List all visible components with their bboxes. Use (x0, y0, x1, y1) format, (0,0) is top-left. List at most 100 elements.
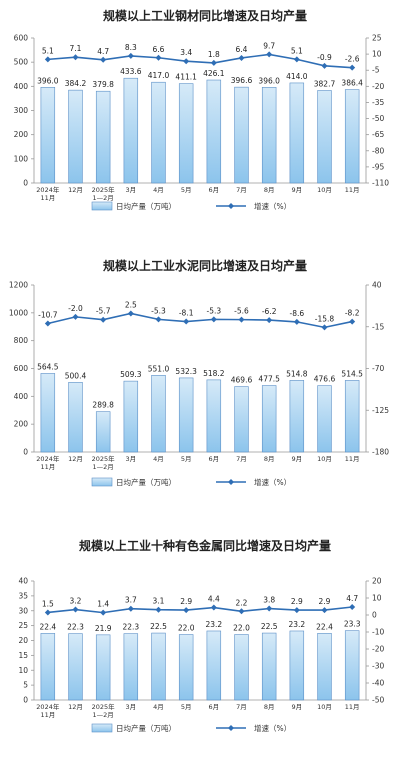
right-axis-tick-label: -80 (372, 146, 384, 155)
bar-7 (206, 79, 222, 184)
bar-4 (123, 633, 139, 701)
bar-6 (178, 634, 194, 701)
right-axis-tick-label: -10 (372, 628, 384, 637)
x-axis-tick-label: 7月 (236, 703, 247, 711)
growth-line (47, 606, 353, 614)
bar-value-label: 22.3 (67, 623, 84, 632)
growth-point-5 (155, 316, 162, 323)
bar-2 (68, 633, 83, 701)
x-axis-tick-label: 5月 (181, 186, 192, 194)
left-axis-tick-label: 0 (23, 448, 28, 457)
legend-bar-swatch (91, 723, 113, 733)
legend-line-label: 增速（%） (254, 477, 291, 487)
bar-value-label: 379.8 (92, 80, 114, 89)
growth-point-12 (349, 604, 356, 611)
left-axis-tick-label: 25 (18, 621, 28, 630)
growth-value-label: 3.2 (70, 597, 82, 606)
x-axis-tick-label: 9月 (292, 186, 303, 194)
bar-value-label: 22.5 (150, 622, 167, 631)
left-axis-tick-label: 100 (14, 154, 29, 163)
growth-value-label: 4.7 (346, 594, 358, 603)
bar-value-label: 514.8 (286, 369, 308, 378)
growth-value-label: 5.1 (42, 46, 54, 55)
x-axis-tick-label: 2025年 (92, 454, 116, 463)
x-axis-tick-label: 1—2月 (93, 711, 114, 719)
growth-point-3 (100, 56, 107, 63)
bar-6 (178, 83, 194, 184)
growth-point-11 (321, 607, 328, 614)
bar-1 (40, 87, 56, 184)
bar-value-label: 22.5 (261, 622, 278, 631)
right-axis-tick-label: -110 (372, 179, 389, 188)
growth-point-4 (127, 52, 134, 59)
bar-value-label: 476.6 (314, 375, 336, 384)
x-axis-tick-label: 9月 (292, 703, 303, 711)
bar-value-label: 23.2 (205, 620, 222, 629)
legend-line-marker (228, 479, 234, 485)
growth-point-11 (321, 324, 328, 331)
bar-10 (289, 630, 305, 701)
right-axis-tick-label: 25 (372, 34, 382, 43)
growth-value-label: 4.4 (208, 595, 220, 604)
bar-value-label: 22.0 (233, 624, 250, 633)
growth-value-label: 3.7 (125, 596, 137, 605)
left-axis-tick-label: 0 (23, 696, 28, 705)
bar-value-label: 382.7 (314, 80, 336, 89)
bar-value-label: 384.2 (65, 79, 87, 88)
right-axis-tick-label: 10 (372, 50, 382, 59)
x-axis-tick-label: 2025年 (92, 702, 116, 711)
bar-3 (95, 90, 111, 184)
x-axis-tick-label: 7月 (236, 186, 247, 194)
growth-value-label: 9.7 (263, 41, 275, 50)
growth-value-label: -15.8 (315, 314, 335, 323)
x-axis-tick-label: 2024年 (36, 454, 60, 463)
growth-point-7 (210, 316, 217, 323)
legend-line-marker (228, 725, 234, 731)
x-axis-tick-label: 12月 (68, 186, 83, 194)
bar-value-label: 518.2 (203, 369, 225, 378)
growth-point-3 (100, 316, 107, 323)
left-axis-tick-label: 15 (18, 651, 28, 660)
growth-value-label: 8.3 (125, 43, 137, 52)
x-axis-tick-label: 9月 (292, 455, 303, 463)
growth-point-2 (72, 54, 79, 61)
bar-value-label: 509.3 (120, 370, 142, 379)
bar-1 (40, 373, 56, 453)
bar-10 (289, 82, 305, 184)
bar-value-label: 22.4 (316, 622, 333, 631)
x-axis-tick-label: 4月 (153, 455, 164, 463)
bar-value-label: 414.0 (286, 72, 308, 81)
growth-point-6 (183, 58, 190, 65)
bar-12 (344, 630, 360, 701)
bar-value-label: 500.4 (65, 371, 87, 380)
left-axis-tick-label: 0 (23, 179, 28, 188)
bar-6 (178, 377, 194, 453)
growth-value-label: 3.1 (153, 597, 165, 606)
x-axis-tick-label: 3月 (126, 455, 137, 463)
x-axis-tick-label: 1—2月 (93, 463, 114, 471)
x-axis-tick-label: 11月 (345, 455, 360, 463)
legend-line-label: 增速（%） (254, 201, 291, 211)
right-axis-tick-label: 20 (372, 577, 382, 586)
growth-value-label: 1.5 (42, 599, 54, 608)
chart-title: 规模以上工业水泥同比增速及日均产量 (103, 258, 307, 273)
bar-value-label: 396.0 (37, 76, 59, 85)
growth-line (47, 312, 353, 329)
x-axis-tick-label: 7月 (236, 455, 247, 463)
bar-5 (151, 81, 166, 184)
growth-value-label: -5.6 (234, 307, 249, 316)
left-axis-tick-label: 600 (14, 34, 29, 43)
right-axis-tick-label: 0 (372, 611, 377, 620)
growth-value-label: 3.8 (263, 596, 275, 605)
bar-5 (151, 375, 166, 453)
right-axis-tick-label: -50 (372, 696, 384, 705)
left-axis-tick-label: 1000 (9, 308, 28, 317)
bar-11 (317, 385, 332, 453)
bar-value-label: 433.6 (120, 67, 142, 76)
growth-point-2 (72, 313, 79, 320)
x-axis-tick-label: 8月 (264, 703, 275, 711)
bar-4 (123, 380, 139, 453)
bar-2 (68, 382, 83, 453)
growth-value-label: -5.3 (151, 306, 166, 315)
